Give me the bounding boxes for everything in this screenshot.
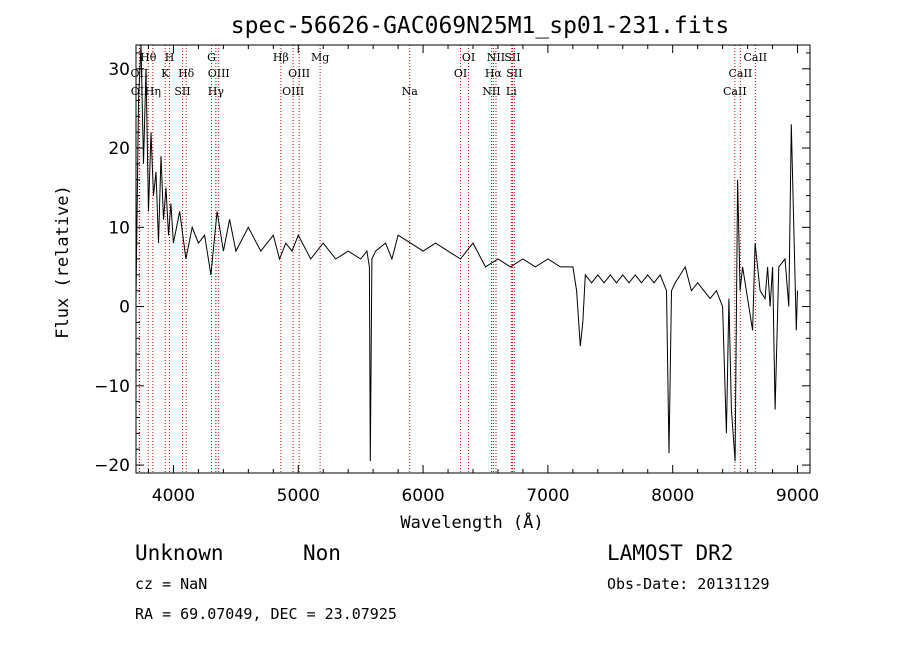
y-tick-label: −20	[94, 456, 130, 476]
coords-text: RA = 69.07049, DEC = 23.07925	[135, 605, 397, 623]
line-marker-label: OI	[462, 51, 475, 64]
line-marker-label: OIII	[282, 85, 304, 98]
x-axis-ticks: 4000 5000 6000 7000 8000 9000	[147, 45, 819, 506]
line-marker-label: OI	[454, 67, 467, 80]
y-tick-label: 0	[119, 298, 130, 318]
line-marker-label: SII	[504, 51, 520, 64]
cz-text: cz = NaN	[135, 575, 207, 593]
y-axis-ticks: −20 −10 0 10 20 30	[94, 52, 810, 476]
line-marker-label: Na	[402, 85, 419, 98]
line-marker-label: Hθ	[140, 51, 157, 64]
spectrum-line	[135, 44, 798, 462]
line-marker-label: OIII	[288, 67, 310, 80]
subclass-text: Non	[303, 541, 341, 565]
line-marker-label: NII	[482, 85, 500, 98]
obs-date-text: Obs-Date: 20131129	[607, 575, 770, 593]
line-marker-label: NII	[487, 51, 505, 64]
line-marker-label: Li	[506, 85, 517, 98]
line-marker-label: Hδ	[178, 67, 195, 80]
survey-text: LAMOST DR2	[607, 541, 733, 565]
x-tick-label: 5000	[277, 486, 320, 506]
classification-text: Unknown	[135, 541, 224, 565]
line-marker-label: H	[165, 51, 175, 64]
line-marker-label: Hη	[145, 85, 161, 98]
y-tick-label: 20	[108, 139, 130, 159]
x-tick-label: 9000	[776, 486, 819, 506]
x-tick-label: 8000	[651, 486, 694, 506]
chart-title: spec-56626-GAC069N25M1_sp01-231.fits	[231, 13, 730, 39]
x-axis-label: Wavelength (Å)	[400, 511, 543, 533]
plot-frame	[135, 44, 811, 474]
line-marker-label: SII	[174, 85, 190, 98]
line-marker-label: G	[207, 51, 216, 64]
y-axis-label: Flux (relative)	[53, 185, 73, 339]
y-tick-label: 30	[108, 60, 130, 80]
y-tick-label: 10	[108, 218, 130, 238]
y-tick-label: −10	[94, 377, 130, 397]
line-marker-label: SII	[506, 67, 522, 80]
x-tick-label: 7000	[526, 486, 569, 506]
x-tick-label: 6000	[401, 486, 444, 506]
line-marker-label: OIII	[208, 67, 230, 80]
line-marker-label: CaII	[723, 85, 747, 98]
line-marker-label: CaII	[729, 67, 753, 80]
line-marker-label: Hβ	[273, 51, 289, 64]
x-tick-label: 4000	[152, 486, 195, 506]
line-marker-label: K	[161, 67, 170, 80]
line-marker-label: CaII	[743, 51, 767, 64]
line-marker-label: OII	[131, 85, 149, 98]
line-marker-label: Hα	[485, 67, 503, 80]
line-marker-label: Hγ	[208, 85, 225, 98]
line-marker-label: Mg	[311, 51, 329, 64]
